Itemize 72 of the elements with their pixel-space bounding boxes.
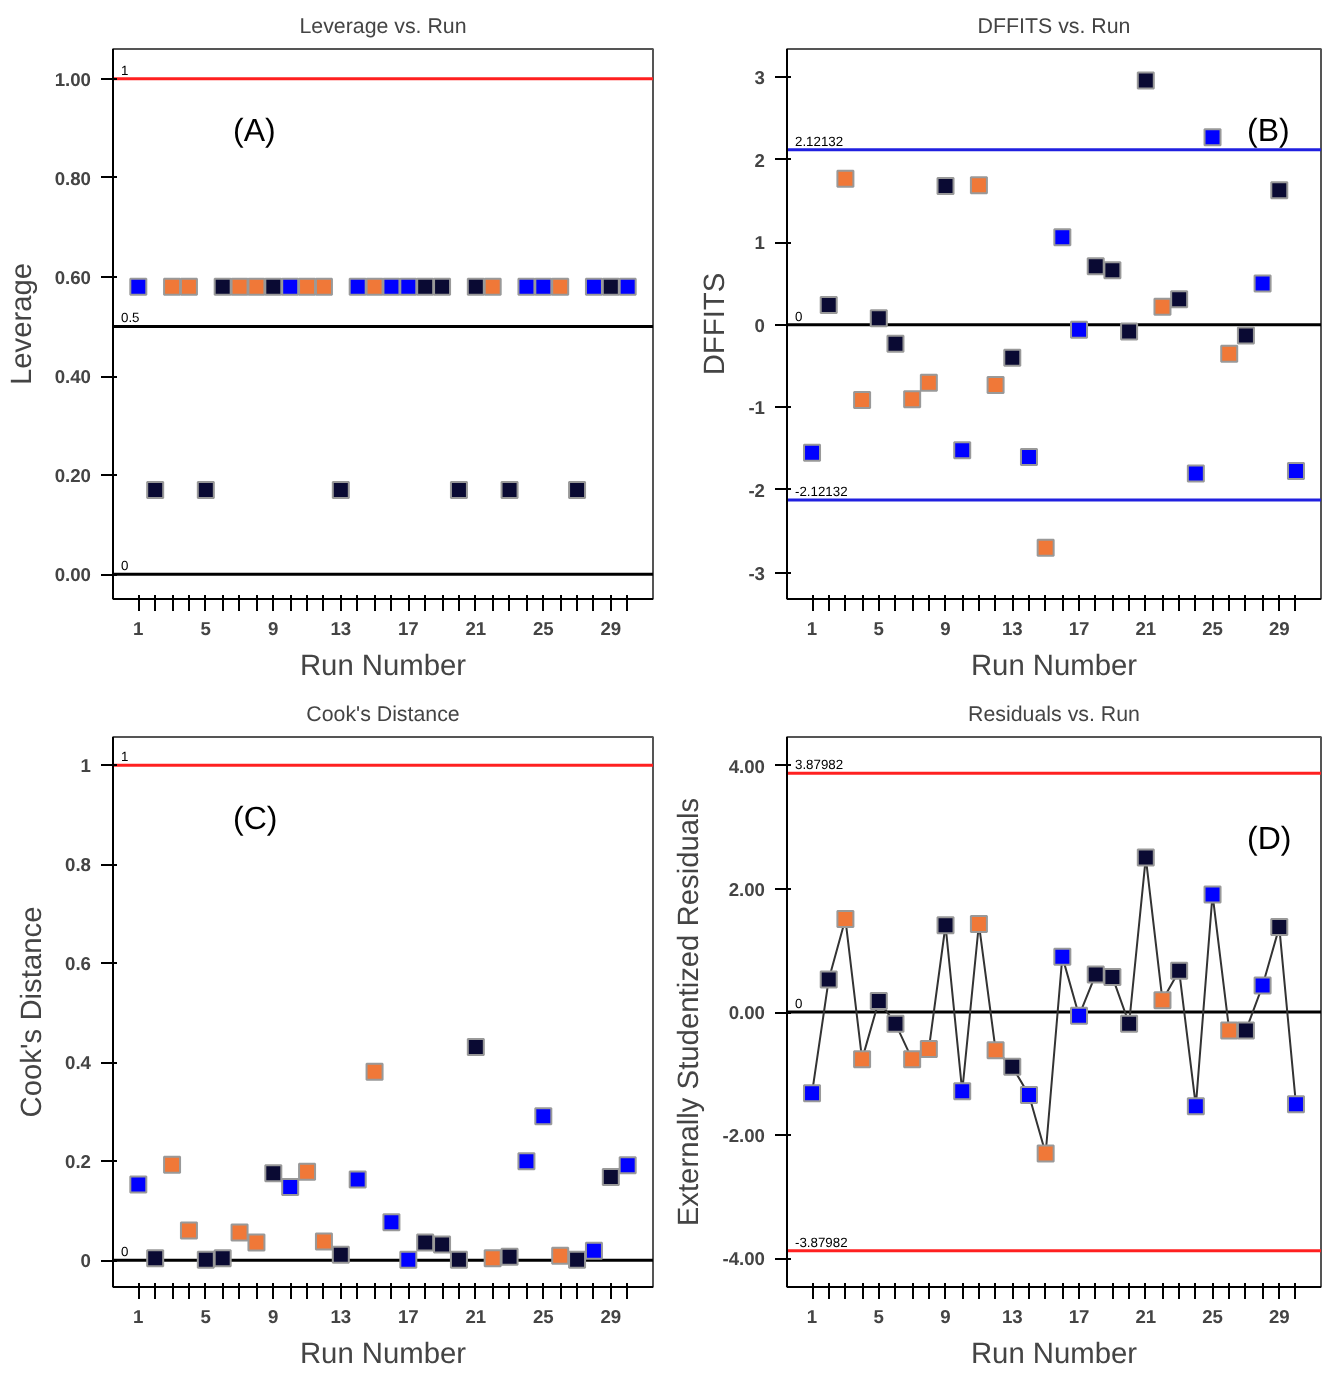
x-tick-label: 13 bbox=[330, 619, 352, 639]
x-tick-label: 13 bbox=[330, 1307, 352, 1327]
x-tick-label: 21 bbox=[1135, 619, 1157, 639]
chart-title: DFFITS vs. Run bbox=[977, 15, 1131, 39]
x-tick-label: 9 bbox=[940, 1307, 951, 1327]
x-tick-label: 25 bbox=[1202, 1307, 1223, 1327]
y-tick-label: 0.2 bbox=[65, 1152, 91, 1173]
y-tick-label: 2 bbox=[754, 150, 766, 171]
y-tick-label: 1 bbox=[754, 233, 766, 254]
x-tick-label: 9 bbox=[268, 1307, 279, 1327]
annotation: (C) bbox=[233, 803, 278, 837]
y-tick-label: 0.00 bbox=[728, 1003, 765, 1023]
y-tick-label: -2.00 bbox=[722, 1126, 766, 1147]
y-tick-label: 1.00 bbox=[54, 69, 91, 90]
annotation: (D) bbox=[1247, 823, 1292, 857]
y-tick-label: 0.6 bbox=[65, 954, 91, 975]
y-axis-title: Externally Studentized Residuals bbox=[674, 797, 707, 1227]
chart-title: Cook's Distance bbox=[306, 703, 460, 727]
x-tick-label: 1 bbox=[133, 619, 144, 639]
y-tick-label: 3 bbox=[754, 68, 766, 89]
x-axis-title: Run Number bbox=[970, 1339, 1138, 1371]
y-tick-label: 0.80 bbox=[54, 168, 91, 189]
annotation: (A) bbox=[233, 115, 276, 149]
x-tick-label: 25 bbox=[532, 1307, 554, 1327]
x-tick-label: 29 bbox=[1268, 1307, 1290, 1327]
y-tick-label: 0 bbox=[754, 315, 766, 336]
y-tick-label: 4.00 bbox=[728, 756, 765, 777]
x-axis-title: Run Number bbox=[299, 1339, 467, 1371]
y-tick-label: 0 bbox=[80, 1251, 92, 1272]
annotation: (B) bbox=[1247, 115, 1290, 149]
x-tick-label: 21 bbox=[1135, 1307, 1157, 1327]
x-tick-label: 1 bbox=[806, 1307, 818, 1327]
x-tick-label: 29 bbox=[600, 619, 622, 639]
y-tick-label: 0.20 bbox=[54, 466, 91, 487]
chart-title: Leverage vs. Run bbox=[299, 15, 467, 39]
x-tick-label: 17 bbox=[1068, 1307, 1090, 1327]
x-tick-label: 21 bbox=[465, 619, 487, 639]
x-tick-label: 17 bbox=[397, 1307, 419, 1327]
x-tick-label: 9 bbox=[268, 619, 279, 639]
y-tick-label: 0.8 bbox=[65, 855, 91, 876]
x-tick-label: 1 bbox=[133, 1307, 144, 1327]
x-tick-label: 29 bbox=[600, 1307, 622, 1327]
x-tick-label: 9 bbox=[940, 619, 951, 639]
y-axis-title: Cook's Distance bbox=[17, 906, 50, 1118]
y-tick-label: -2 bbox=[748, 480, 766, 501]
x-tick-label: 21 bbox=[465, 1307, 487, 1327]
y-tick-label: 2.00 bbox=[728, 879, 765, 900]
chart-title: Residuals vs. Run bbox=[968, 703, 1141, 727]
y-tick-label: 1 bbox=[80, 756, 92, 777]
x-tick-label: 5 bbox=[200, 619, 212, 639]
x-tick-label: 29 bbox=[1268, 619, 1290, 639]
x-tick-label: 25 bbox=[1202, 619, 1223, 639]
y-axis-title: Leverage bbox=[6, 262, 39, 386]
x-tick-label: 5 bbox=[873, 1307, 884, 1327]
y-tick-label: 0.40 bbox=[54, 367, 91, 388]
x-tick-label: 25 bbox=[532, 619, 554, 639]
y-axis-title: DFFITS bbox=[700, 272, 733, 376]
y-tick-label: 0.00 bbox=[54, 565, 91, 586]
y-tick-label: 0.60 bbox=[54, 267, 91, 288]
x-tick-label: 17 bbox=[1068, 619, 1090, 639]
y-tick-label: -4.00 bbox=[722, 1249, 766, 1270]
x-tick-label: 13 bbox=[1001, 1307, 1023, 1327]
x-tick-label: 5 bbox=[200, 1307, 212, 1327]
x-tick-label: 5 bbox=[873, 619, 884, 639]
y-tick-label: 0.4 bbox=[65, 1053, 93, 1074]
x-tick-label: 13 bbox=[1001, 619, 1023, 639]
x-tick-label: 1 bbox=[806, 619, 818, 639]
x-tick-label: 17 bbox=[397, 619, 419, 639]
x-axis-title: Run Number bbox=[970, 651, 1138, 683]
y-tick-label: -1 bbox=[748, 398, 766, 419]
x-axis-title: Run Number bbox=[299, 651, 467, 683]
y-tick-label: -3 bbox=[748, 563, 766, 584]
